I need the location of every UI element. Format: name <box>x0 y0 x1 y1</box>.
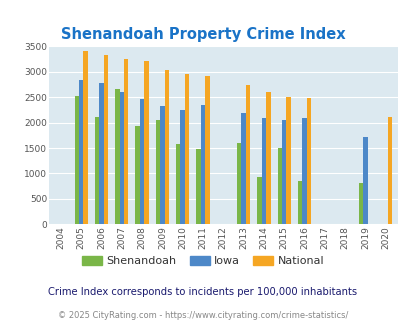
Bar <box>156 119 160 224</box>
Bar <box>176 144 180 224</box>
Bar <box>302 118 306 224</box>
Bar <box>185 74 189 224</box>
Bar <box>286 97 290 224</box>
Bar <box>237 144 241 224</box>
Bar <box>256 177 261 224</box>
Text: Shenandoah Property Crime Index: Shenandoah Property Crime Index <box>60 27 345 42</box>
Bar <box>135 126 139 224</box>
Bar <box>160 106 164 224</box>
Text: Crime Index corresponds to incidents per 100,000 inhabitants: Crime Index corresponds to incidents per… <box>48 287 357 297</box>
Bar <box>95 117 99 224</box>
Bar <box>297 181 301 224</box>
Bar <box>306 98 311 224</box>
Bar <box>358 182 362 224</box>
Bar <box>124 59 128 224</box>
Bar <box>180 110 185 224</box>
Bar <box>144 61 148 224</box>
Text: © 2025 CityRating.com - https://www.cityrating.com/crime-statistics/: © 2025 CityRating.com - https://www.city… <box>58 311 347 320</box>
Bar <box>362 137 367 224</box>
Bar <box>200 105 205 224</box>
Bar <box>266 92 270 224</box>
Bar <box>164 70 169 224</box>
Bar <box>139 99 144 224</box>
Bar <box>104 55 108 224</box>
Bar <box>119 91 124 224</box>
Bar <box>75 96 79 224</box>
Bar <box>83 51 87 224</box>
Bar <box>196 148 200 224</box>
Bar <box>205 77 209 224</box>
Bar <box>387 117 391 224</box>
Bar <box>281 120 286 224</box>
Bar <box>115 89 119 224</box>
Bar <box>245 85 249 224</box>
Bar <box>241 113 245 224</box>
Legend: Shenandoah, Iowa, National: Shenandoah, Iowa, National <box>77 251 328 271</box>
Bar <box>277 148 281 224</box>
Bar <box>99 83 104 224</box>
Bar <box>261 118 266 224</box>
Bar <box>79 80 83 224</box>
